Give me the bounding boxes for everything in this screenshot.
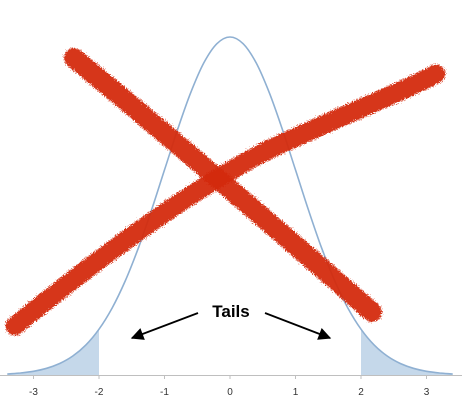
red-cross-stroke-2: [5, 64, 446, 336]
x-tick-label: -1: [160, 387, 169, 398]
left-tail-arrow: [130, 312, 199, 340]
red-cross-stroke-1: [64, 48, 382, 322]
x-tick-label: 1: [293, 387, 299, 398]
x-tick-label: 3: [424, 387, 430, 398]
right-tail-shade: [361, 329, 453, 375]
x-tick-label: -2: [95, 387, 104, 398]
x-axis-ticks: -3 -2 -1 0 1 2 3: [29, 375, 430, 398]
density-curve: [7, 36, 453, 375]
right-tail-arrow: [264, 312, 332, 340]
x-tick-label: 0: [227, 387, 233, 398]
shaded-tails: [7, 329, 453, 375]
left-tail-shade: [7, 329, 99, 375]
x-tick-label: -3: [29, 387, 38, 398]
tails-annotation: Tails: [212, 302, 249, 321]
red-cross-mark: [5, 48, 446, 336]
x-tick-label: 2: [358, 387, 364, 398]
